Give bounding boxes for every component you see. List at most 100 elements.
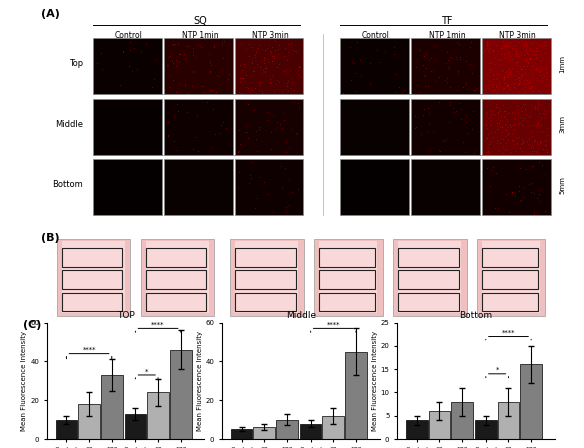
Point [390, 51, 399, 58]
Point [484, 40, 493, 47]
Point [519, 137, 528, 144]
Point [533, 104, 542, 111]
Point [526, 85, 535, 92]
Point [425, 146, 434, 153]
Bar [482, 39, 551, 94]
Bar [165, 159, 232, 215]
Point [215, 129, 225, 136]
Point [182, 89, 192, 96]
Point [189, 52, 198, 59]
Point [129, 44, 138, 51]
Point [415, 89, 425, 96]
Bar [147, 392, 169, 439]
Point [418, 62, 427, 69]
Point [434, 146, 444, 154]
Point [253, 45, 263, 52]
Point [517, 121, 526, 129]
Y-axis label: Mean Fluorescence Intensity: Mean Fluorescence Intensity [371, 331, 378, 431]
Point [534, 67, 543, 74]
Point [526, 54, 535, 61]
Point [217, 66, 227, 73]
Point [516, 72, 526, 79]
Point [537, 39, 547, 46]
Point [284, 144, 294, 151]
Point [520, 83, 529, 90]
Point [529, 149, 538, 156]
Text: Bottom: Bottom [52, 180, 83, 190]
Point [525, 113, 534, 120]
Bar [165, 39, 232, 94]
Point [491, 54, 500, 61]
Point [244, 134, 253, 142]
Point [525, 55, 534, 62]
Point [514, 52, 523, 60]
Point [534, 112, 544, 120]
Point [511, 76, 520, 83]
Point [483, 125, 492, 132]
Point [277, 88, 287, 95]
Point [527, 83, 537, 90]
Point [537, 89, 546, 96]
Point [520, 76, 529, 83]
Point [273, 51, 283, 58]
Point [524, 137, 534, 144]
Point [248, 87, 257, 94]
Point [415, 47, 424, 54]
Point [488, 76, 498, 83]
Text: Top: Top [69, 59, 83, 69]
Point [164, 132, 173, 139]
Point [498, 44, 507, 51]
Point [543, 149, 552, 156]
Point [511, 44, 520, 52]
Point [484, 147, 493, 155]
Point [484, 130, 493, 137]
Point [250, 84, 259, 91]
Point [170, 138, 179, 145]
Point [511, 47, 520, 55]
Point [445, 83, 454, 90]
Point [259, 54, 269, 61]
Point [495, 148, 504, 155]
Point [267, 44, 276, 51]
Point [485, 116, 494, 123]
Point [534, 40, 543, 47]
Point [536, 186, 545, 194]
Bar [319, 241, 377, 313]
Point [256, 63, 265, 70]
Point [206, 57, 215, 65]
Point [242, 84, 251, 91]
Point [525, 142, 534, 149]
Point [538, 146, 547, 153]
Point [503, 81, 512, 88]
Point [240, 78, 249, 85]
Point [277, 124, 287, 131]
Text: NTP 1min: NTP 1min [182, 31, 218, 40]
Point [503, 72, 512, 79]
Point [264, 117, 273, 124]
Point [282, 82, 291, 90]
Point [180, 57, 189, 64]
Point [501, 126, 510, 134]
Point [526, 84, 535, 91]
Point [511, 71, 520, 78]
Point [502, 121, 512, 129]
Point [461, 80, 471, 87]
Point [531, 54, 540, 61]
Point [503, 70, 513, 78]
Point [484, 143, 493, 151]
Point [539, 42, 548, 49]
Point [165, 83, 174, 90]
Point [538, 70, 548, 77]
Point [506, 70, 515, 78]
Point [116, 82, 125, 89]
Point [481, 86, 490, 93]
Point [432, 78, 441, 85]
Point [460, 79, 470, 86]
Point [537, 161, 546, 168]
Point [542, 42, 551, 49]
Point [510, 116, 520, 123]
Point [247, 44, 256, 51]
Point [506, 66, 515, 73]
Point [509, 80, 519, 87]
Point [502, 88, 512, 95]
